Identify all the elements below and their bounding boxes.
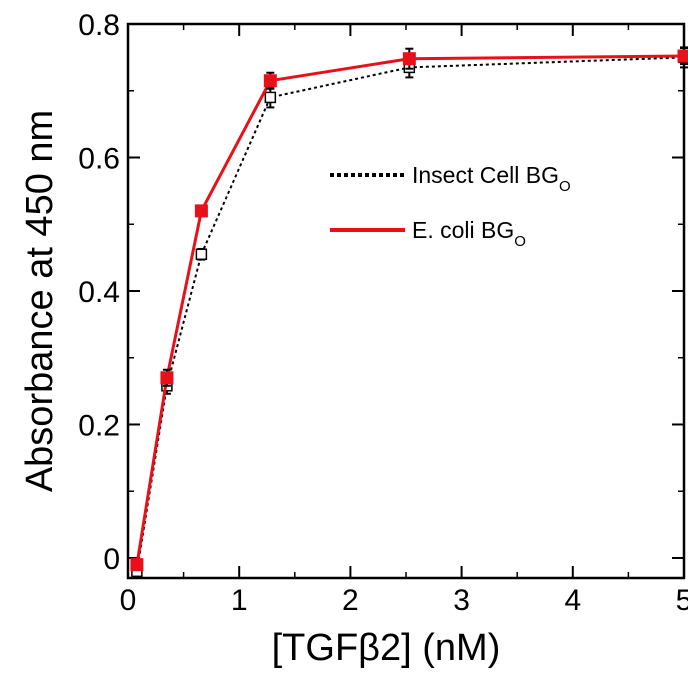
- x-tick-label: 4: [564, 584, 581, 617]
- series-layer: [130, 46, 688, 578]
- legend-label-0: Insect Cell BGO: [412, 162, 571, 195]
- legend-label-subscript: O: [514, 233, 526, 250]
- plot-frame: [126, 22, 686, 580]
- x-tick-label: 5: [676, 584, 688, 617]
- legend-label-1: E. coli BGO: [412, 217, 526, 250]
- data-point: [160, 371, 174, 385]
- data-point: [130, 558, 144, 572]
- x-tick-label: 3: [453, 584, 470, 617]
- y-tick-label: 0.2: [78, 409, 120, 442]
- data-point: [402, 52, 416, 66]
- series-line: [135, 54, 685, 565]
- data-point: [677, 49, 688, 63]
- y-tick-label: 0.4: [78, 276, 120, 309]
- y-tick-label: 0: [103, 543, 120, 576]
- y-axis-title: Absorbance at 450 nm: [19, 110, 61, 492]
- legend-label-text: E. coli BG: [412, 217, 514, 243]
- series-0: [131, 46, 688, 578]
- data-point: [263, 74, 277, 88]
- plot-border: [126, 22, 686, 580]
- data-point: [264, 91, 277, 104]
- data-point: [195, 248, 208, 261]
- x-axis-ticks: 0 1 2 3 4 5: [120, 24, 688, 617]
- x-axis-title: [TGFβ2] (nM): [272, 627, 501, 669]
- data-point: [194, 204, 208, 218]
- y-axis-ticks: 0 0.2 0.4 0.6 0.8: [78, 9, 684, 576]
- x-tick-label: 1: [231, 584, 248, 617]
- series-line: [135, 56, 685, 572]
- x-tick-label: 0: [120, 584, 137, 617]
- y-tick-label: 0.8: [78, 9, 120, 42]
- legend-label-text: Insect Cell BG: [412, 162, 559, 188]
- x-tick-label: 2: [342, 584, 359, 617]
- y-tick-label: 0.6: [78, 142, 120, 175]
- legend-label-subscript: O: [559, 178, 571, 195]
- series-1: [130, 47, 688, 572]
